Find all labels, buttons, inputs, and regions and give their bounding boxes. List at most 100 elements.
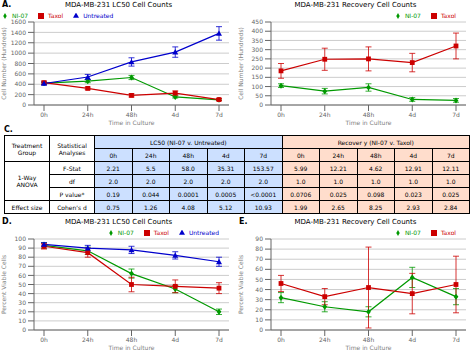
- html-text:12.91: 12.91: [404, 164, 422, 172]
- svg-text:40: 40: [18, 290, 26, 297]
- svg-text:1400: 1400: [11, 29, 26, 36]
- svg-text:90: 90: [18, 244, 26, 251]
- html-text:A.: A.: [2, 0, 12, 9]
- svg-text:90: 90: [255, 235, 263, 242]
- svg-text:1200: 1200: [11, 39, 26, 46]
- svg-text:450: 450: [252, 18, 264, 25]
- html-text:7d: 7d: [446, 151, 455, 159]
- svg-text:0h: 0h: [40, 336, 48, 343]
- html-text:4.62: 4.62: [369, 164, 383, 172]
- svg-text:48h: 48h: [363, 111, 375, 118]
- svg-text:1000: 1000: [11, 49, 26, 56]
- html-text:F-Stat: F-Stat: [63, 164, 81, 172]
- html-text:D.: D.: [2, 217, 12, 226]
- svg-text:48h: 48h: [126, 336, 138, 343]
- svg-text:400: 400: [15, 80, 27, 87]
- svg-text:80: 80: [18, 253, 26, 260]
- svg-text:400: 400: [252, 27, 264, 34]
- svg-text:800: 800: [15, 60, 27, 67]
- svg-text:20: 20: [255, 306, 263, 313]
- svg-text:70: 70: [255, 255, 263, 262]
- svg-text:4d: 4d: [408, 336, 416, 343]
- svg-text:24h: 24h: [82, 336, 94, 343]
- svg-text:0h: 0h: [277, 111, 285, 118]
- html-text:58.0: 58.0: [181, 164, 195, 172]
- svg-text:0: 0: [22, 326, 26, 333]
- svg-text:1600: 1600: [11, 18, 26, 25]
- svg-text:48h: 48h: [363, 336, 375, 343]
- svg-text:30: 30: [255, 296, 263, 303]
- html-text:12.21: 12.21: [329, 164, 347, 172]
- svg-text:0: 0: [22, 101, 26, 108]
- svg-text:100: 100: [15, 235, 27, 242]
- svg-text:48h: 48h: [126, 111, 138, 118]
- html-text:2.0: 2.0: [108, 177, 118, 185]
- svg-text:0: 0: [259, 326, 263, 333]
- svg-text:10: 10: [255, 316, 263, 323]
- svg-text:200: 200: [15, 91, 27, 98]
- html-text:Statistical Analyses: Statistical Analyses: [57, 141, 87, 156]
- svg-text:4d: 4d: [408, 111, 416, 118]
- html-text:2.0: 2.0: [146, 177, 156, 185]
- svg-text:0h: 0h: [40, 111, 48, 118]
- svg-text:10: 10: [18, 317, 26, 324]
- svg-text:250: 250: [252, 55, 264, 62]
- html-text:2.21: 2.21: [106, 164, 120, 172]
- html-text:35.31: 35.31: [217, 164, 235, 172]
- html-text:12.11: 12.11: [442, 164, 460, 172]
- html-text:4d: 4d: [409, 151, 418, 159]
- svg-text:Time in Culture: Time in Culture: [108, 119, 155, 125]
- svg-text:7d: 7d: [215, 111, 223, 118]
- svg-text:80: 80: [255, 245, 263, 252]
- svg-text:7d: 7d: [215, 336, 223, 343]
- html-text:7d: 7d: [259, 151, 268, 159]
- svg-text:Percent Viable Cells: Percent Viable Cells: [237, 255, 244, 314]
- svg-text:24h: 24h: [319, 336, 331, 343]
- html-text:24h: 24h: [332, 151, 344, 159]
- svg-text:4d: 4d: [171, 111, 179, 118]
- html-text:E.: E.: [239, 217, 248, 226]
- html-text:48h: 48h: [182, 151, 194, 159]
- html-text:48h: 48h: [370, 151, 382, 159]
- html-text:5.99: 5.99: [294, 164, 308, 172]
- svg-text:150: 150: [252, 73, 264, 80]
- html-text:MDA-MB-231 Recovery Cell Count: MDA-MB-231 Recovery Cell Counts: [294, 1, 417, 9]
- svg-text:Cell Number (Hundreds): Cell Number (Hundreds): [237, 27, 244, 100]
- svg-text:Time in Culture: Time in Culture: [345, 119, 392, 125]
- svg-text:24h: 24h: [319, 111, 331, 118]
- svg-text:4d: 4d: [171, 336, 179, 343]
- html-text:Treatment Group: Treatment Group: [11, 141, 43, 156]
- svg-text:40: 40: [255, 286, 263, 293]
- html-text:MDA-MB-231 LC50 Cell Counts: MDA-MB-231 LC50 Cell Counts: [65, 1, 172, 9]
- svg-text:60: 60: [255, 265, 263, 272]
- svg-text:20: 20: [18, 308, 26, 315]
- svg-text:0h: 0h: [277, 336, 285, 343]
- svg-text:30: 30: [18, 299, 26, 306]
- svg-text:7d: 7d: [452, 336, 460, 343]
- svg-text:Time in Culture: Time in Culture: [108, 344, 155, 350]
- html-text:0h: 0h: [109, 151, 118, 159]
- svg-text:300: 300: [252, 46, 264, 53]
- svg-text:100: 100: [252, 83, 264, 90]
- html-text:5.5: 5.5: [146, 164, 156, 172]
- html-text:153.57: 153.57: [252, 164, 274, 172]
- svg-text:50: 50: [255, 276, 263, 283]
- svg-text:50: 50: [255, 92, 263, 99]
- svg-text:600: 600: [15, 70, 27, 77]
- svg-text:0: 0: [259, 101, 263, 108]
- svg-text:50: 50: [18, 281, 26, 288]
- svg-text:350: 350: [252, 37, 264, 44]
- svg-text:7d: 7d: [452, 111, 460, 118]
- svg-text:Time in Culture: Time in Culture: [345, 344, 392, 350]
- html-text:LC50 (NI-07 v. Untreated): LC50 (NI-07 v. Untreated): [149, 138, 227, 146]
- html-text:24h: 24h: [145, 151, 157, 159]
- html-text:Recover y (NI-07 v. Taxol): Recover y (NI-07 v. Taxol): [337, 138, 414, 146]
- html-text:0h: 0h: [296, 151, 305, 159]
- svg-text:70: 70: [18, 262, 26, 269]
- svg-text:24h: 24h: [82, 111, 94, 118]
- html-text:4d: 4d: [221, 151, 230, 159]
- svg-text:200: 200: [252, 64, 264, 71]
- svg-text:60: 60: [18, 272, 26, 279]
- html-text:C.: C.: [4, 125, 13, 134]
- html-text:1-Way ANOVA: 1-Way ANOVA: [16, 174, 38, 188]
